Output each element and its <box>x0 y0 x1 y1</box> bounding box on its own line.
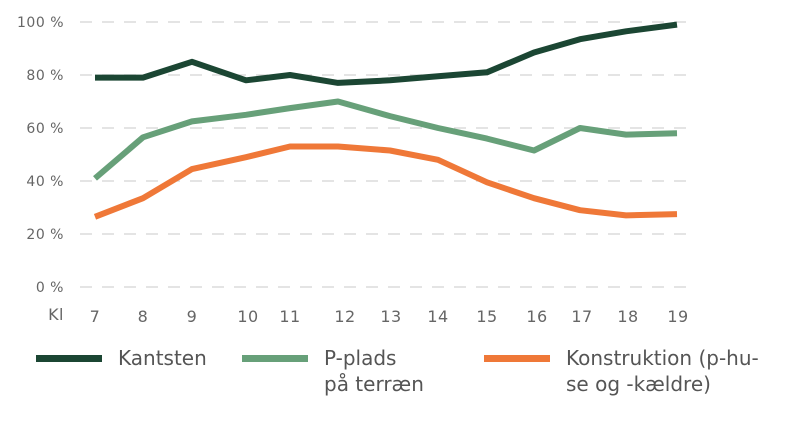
y-tick-label: 60 % <box>26 121 64 137</box>
legend-swatch <box>36 355 102 362</box>
y-tick-label: 0 % <box>36 280 64 296</box>
series-line-0 <box>95 21 678 86</box>
x-tick-label: 7 <box>90 307 101 326</box>
legend-label-line: se og -kældre) <box>566 372 711 396</box>
x-tick-label: 11 <box>279 307 300 326</box>
y-tick-label: 80 % <box>26 68 64 84</box>
legend-label-line: Konstruktion (p-hu- <box>566 346 759 370</box>
x-tick-label: 19 <box>667 307 688 326</box>
series-line-1 <box>93 98 678 181</box>
x-axis-prefix: Kl <box>48 305 64 324</box>
legend-item-p-plads: P-plads på terræn <box>242 345 424 397</box>
legend-label-line: P-plads <box>324 346 397 370</box>
x-tick-label: 17 <box>571 307 592 326</box>
x-tick-label: 8 <box>138 307 149 326</box>
x-tick-label: 16 <box>526 307 547 326</box>
x-tick-label: 18 <box>617 307 638 326</box>
x-tick-label: 14 <box>427 307 448 326</box>
y-tick-label: 100 % <box>17 15 64 31</box>
line-chart: 0 % 20 % 40 % 60 % 80 % 100 % Kl 7 8 9 10 11 12 13 14 1… <box>17 15 692 326</box>
legend-label: Kantsten <box>118 346 207 370</box>
x-tick-label: 15 <box>476 307 497 326</box>
x-tick-label: 10 <box>237 307 258 326</box>
legend-item-konstruktion: Konstruktion (p-hu- se og -kældre) <box>484 345 759 397</box>
legend-swatch <box>484 355 550 362</box>
x-tick-label: 12 <box>334 307 355 326</box>
x-tick-label: 9 <box>187 307 198 326</box>
y-tick-label: 40 % <box>26 174 64 190</box>
legend-item-kantsten: Kantsten <box>36 345 207 371</box>
y-tick-label: 20 % <box>26 227 64 243</box>
legend-label-line: på terræn <box>324 372 424 396</box>
x-tick-label: 13 <box>380 307 401 326</box>
legend-swatch <box>242 355 308 362</box>
